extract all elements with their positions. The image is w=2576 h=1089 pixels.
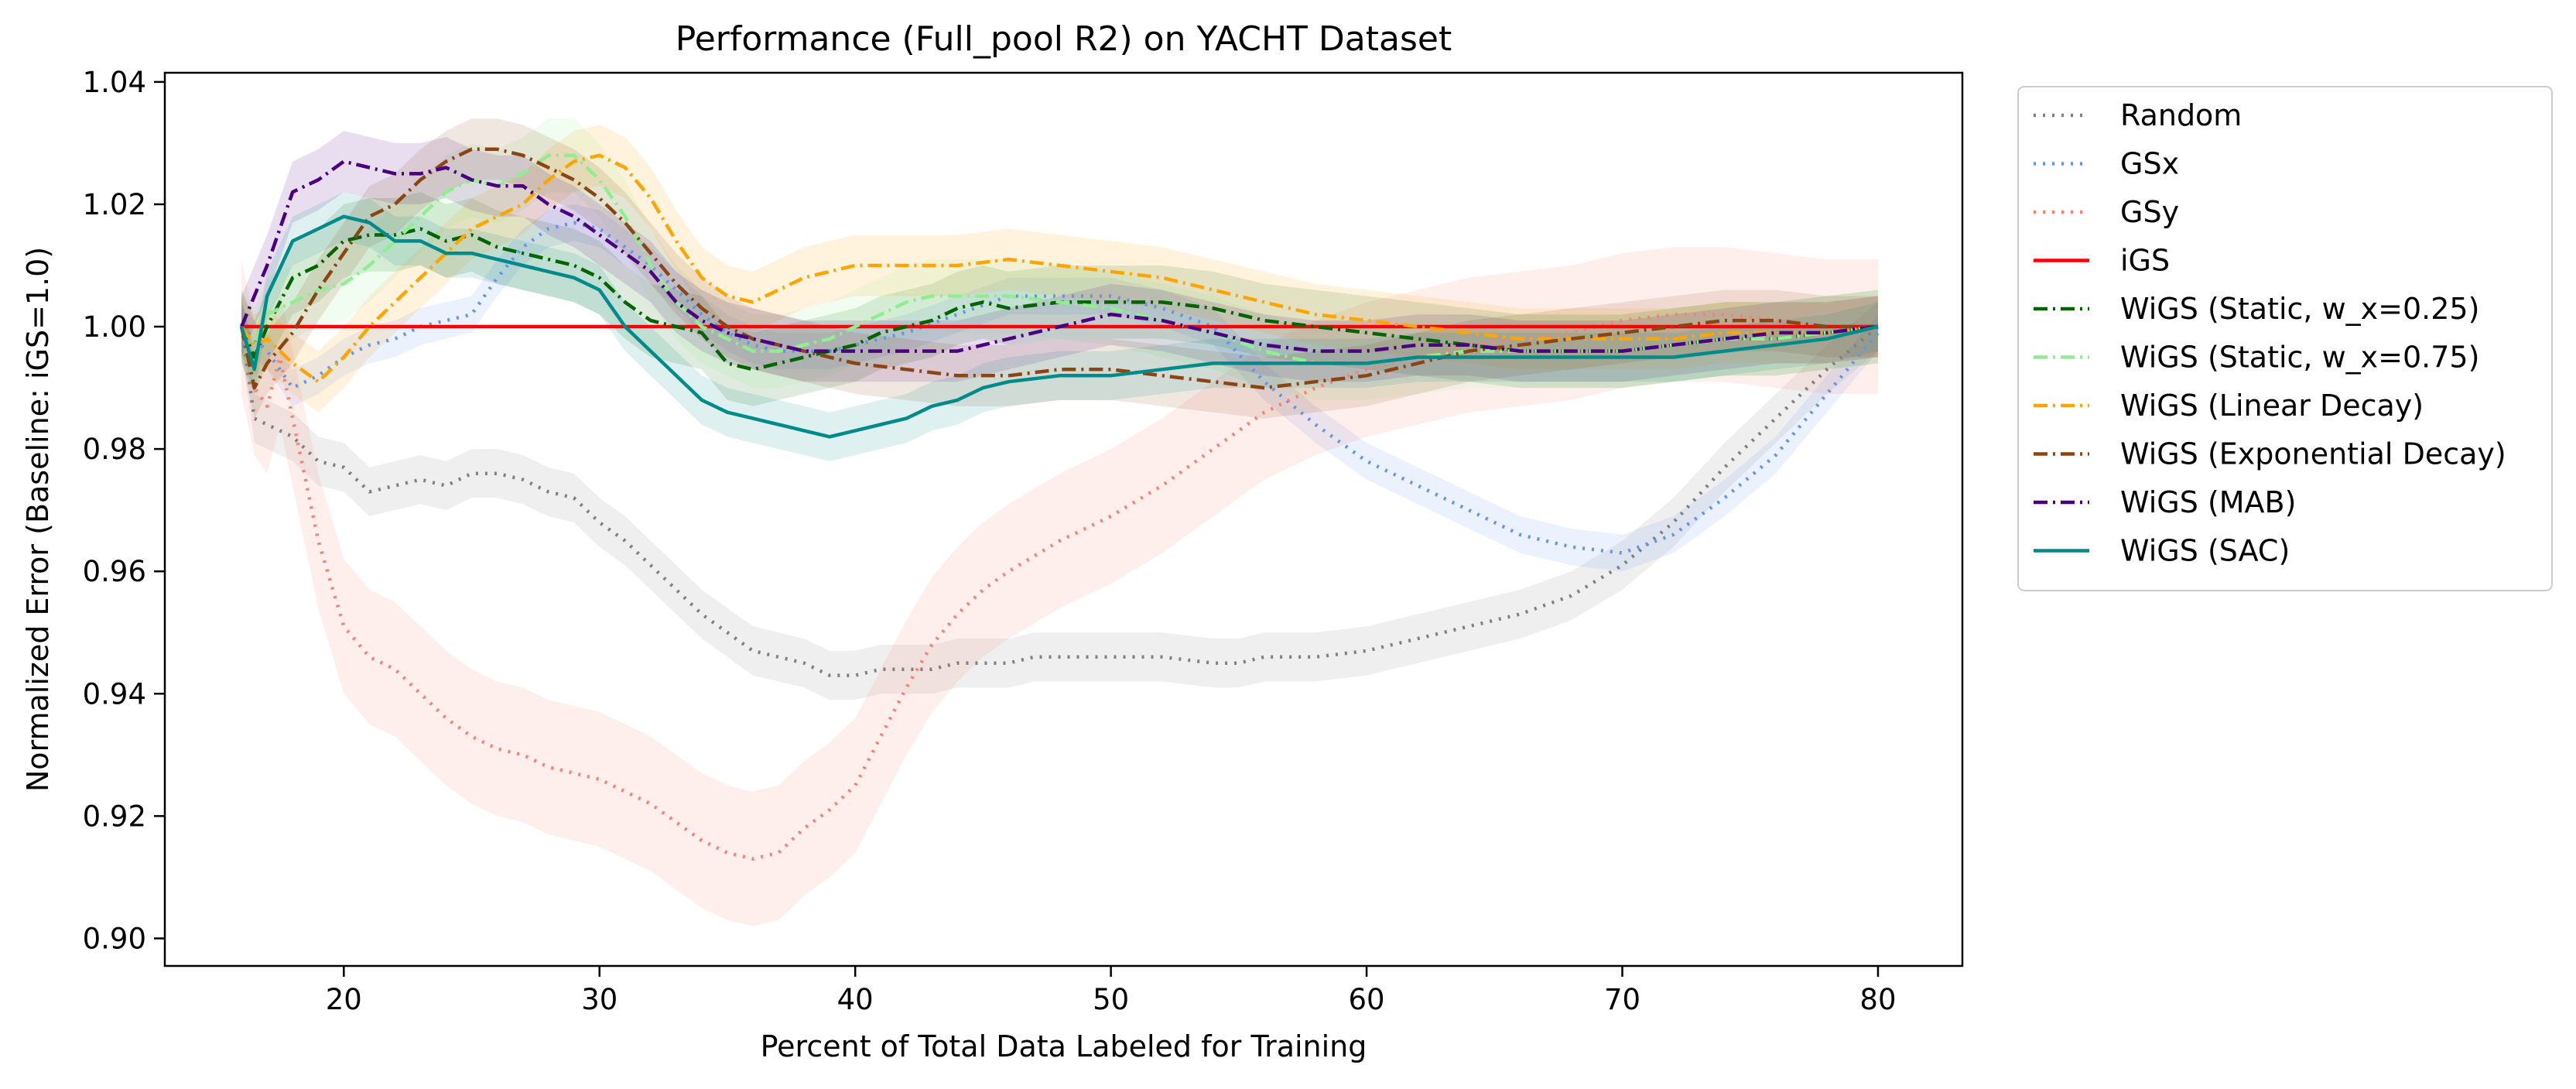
legend-label: WiGS (Static, w_x=0.25) <box>2120 292 2479 326</box>
series-line <box>239 214 1879 439</box>
legend: Random GSx GSy iGS WiGS (Static, w_x=0.25) Wi… <box>2017 86 2553 591</box>
legend-label: WiGS (Static, w_x=0.75) <box>2120 341 2479 375</box>
x-tick-label: 20 <box>326 983 362 1016</box>
x-tick-label: 70 <box>1604 983 1640 1016</box>
legend-label: WiGS (Linear Decay) <box>2120 389 2424 423</box>
x-axis: 20 30 40 50 60 70 80 <box>326 966 1897 1016</box>
series-lines <box>239 147 1880 861</box>
legend-label: WiGS (MAB) <box>2120 485 2296 519</box>
y-axis: 0.90 0.92 0.94 0.96 0.98 1.00 1.02 1.04 <box>83 66 165 955</box>
chart-title: Performance (Full_pool R2) on YACHT Data… <box>676 19 1452 59</box>
legend-label: GSx <box>2120 147 2179 181</box>
y-tick-label: 0.92 <box>83 800 146 833</box>
y-tick-label: 0.96 <box>83 555 146 588</box>
confidence-band <box>241 247 1878 926</box>
y-tick-label: 0.94 <box>83 677 146 711</box>
y-tick-label: 1.00 <box>83 310 146 344</box>
legend-box <box>2017 86 2553 591</box>
confidence-band <box>241 125 1878 413</box>
x-tick-label: 60 <box>1349 983 1385 1016</box>
x-tick-label: 40 <box>837 983 874 1016</box>
series-line <box>240 221 1880 555</box>
y-tick-label: 1.04 <box>83 66 146 99</box>
confidence-band <box>241 131 1878 382</box>
confidence-bands <box>241 118 1878 926</box>
y-tick-label: 0.90 <box>83 922 146 955</box>
series-line <box>240 159 1879 353</box>
confidence-band <box>241 302 1878 700</box>
x-tick-label: 30 <box>581 983 617 1016</box>
x-tick-label: 50 <box>1093 983 1129 1016</box>
legend-label: WiGS (SAC) <box>2120 534 2290 568</box>
confidence-band <box>241 192 1878 461</box>
y-tick-label: 1.02 <box>83 188 146 221</box>
plot-area-frame <box>163 71 1964 967</box>
x-tick-label: 80 <box>1859 983 1896 1016</box>
series-line <box>240 153 1879 365</box>
legend-label: GSy <box>2120 195 2179 229</box>
legend-label: Random <box>2120 98 2242 132</box>
confidence-band <box>241 118 1878 400</box>
x-axis-label: Percent of Total Data Labeled for Traini… <box>761 1029 1367 1063</box>
legend-label: WiGS (Exponential Decay) <box>2120 437 2506 471</box>
y-axis-label: Normalized Error (Baseline: iGS=1.0) <box>21 247 55 792</box>
series-line <box>240 227 1879 372</box>
series-line <box>240 153 1879 384</box>
y-tick-label: 0.98 <box>83 433 146 466</box>
legend-label: iGS <box>2120 244 2170 278</box>
